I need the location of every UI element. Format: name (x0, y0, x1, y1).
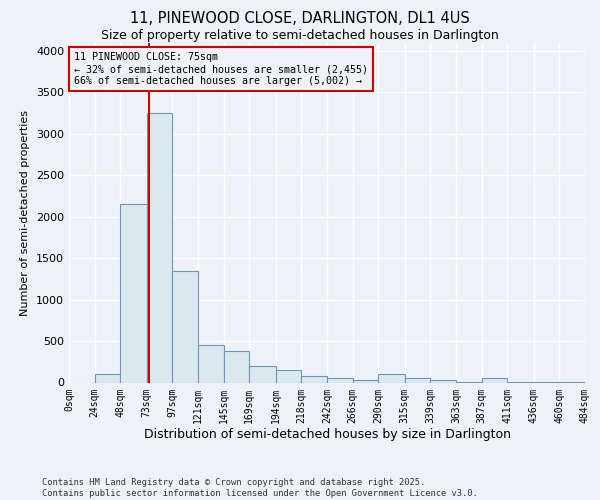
Text: 11, PINEWOOD CLOSE, DARLINGTON, DL1 4US: 11, PINEWOOD CLOSE, DARLINGTON, DL1 4US (130, 11, 470, 26)
Bar (224, 351, 249, 382)
Bar (172, 270, 198, 382)
Bar (120, 204, 147, 382)
Bar (147, 113, 172, 382)
Bar (327, 378, 353, 382)
Text: Contains HM Land Registry data © Crown copyright and database right 2025.
Contai: Contains HM Land Registry data © Crown c… (42, 478, 478, 498)
Bar (353, 380, 378, 382)
Bar (301, 376, 327, 382)
Bar (249, 366, 276, 382)
Bar (378, 374, 405, 382)
Bar (482, 378, 507, 382)
Bar (276, 370, 301, 382)
Bar (405, 378, 430, 382)
Text: 11 PINEWOOD CLOSE: 75sqm
← 32% of semi-detached houses are smaller (2,455)
66% o: 11 PINEWOOD CLOSE: 75sqm ← 32% of semi-d… (74, 52, 368, 86)
Y-axis label: Number of semi-detached properties: Number of semi-detached properties (20, 110, 31, 316)
Bar (95, 374, 120, 382)
Bar (198, 345, 224, 383)
Text: Size of property relative to semi-detached houses in Darlington: Size of property relative to semi-detach… (101, 29, 499, 42)
X-axis label: Distribution of semi-detached houses by size in Darlington: Distribution of semi-detached houses by … (143, 428, 511, 441)
Bar (430, 380, 456, 382)
